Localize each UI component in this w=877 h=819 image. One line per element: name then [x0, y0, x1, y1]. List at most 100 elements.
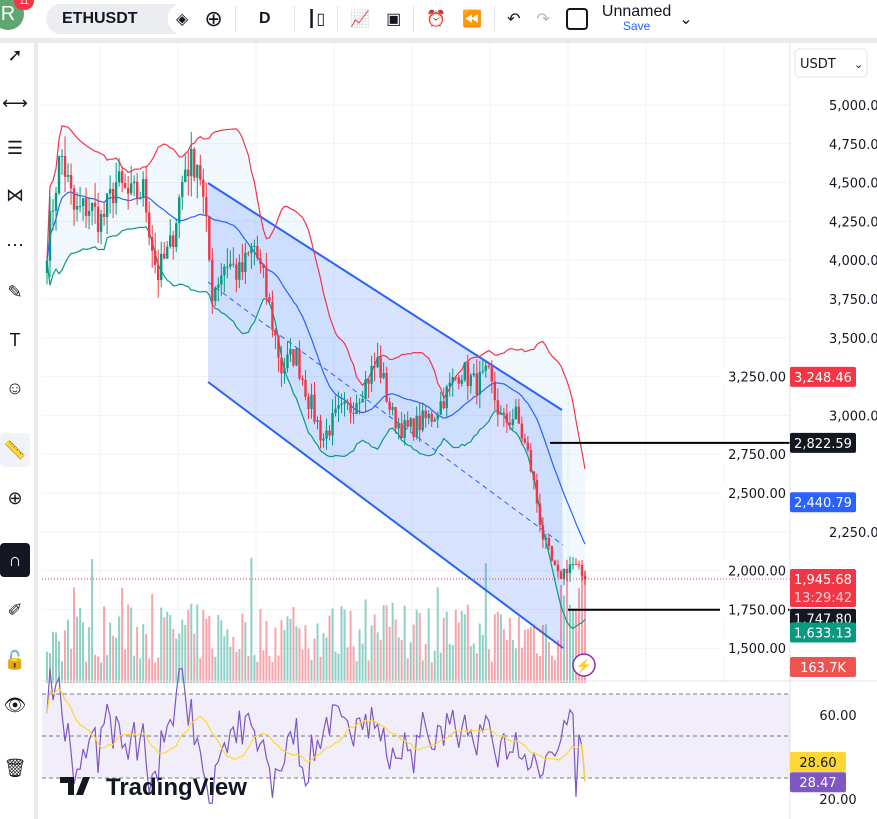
volume-bar — [361, 643, 364, 683]
trash-icon[interactable]: 🗑 — [3, 757, 27, 778]
volume-bar — [115, 637, 118, 683]
divider — [413, 6, 415, 32]
brush-icon[interactable]: ✎ — [7, 281, 23, 302]
rsi-value-label: 28.47 — [799, 776, 836, 791]
candle — [196, 164, 199, 178]
redo-icon[interactable]: ↷ — [536, 11, 550, 28]
candle — [208, 216, 211, 260]
label-text: 1,633.13 — [794, 627, 852, 642]
tradingview-logo: TradingView — [60, 774, 247, 801]
price-tick-bg — [720, 484, 788, 501]
volume-bar — [64, 630, 67, 683]
eye-icon[interactable]: 👁 — [3, 694, 27, 715]
lightning-icon-glyph: ⚡ — [576, 658, 592, 674]
undo-icon[interactable]: ↶ — [507, 11, 521, 28]
replay-icon[interactable]: ⏪ — [462, 11, 483, 28]
candle — [132, 181, 136, 184]
label-bg — [790, 492, 856, 513]
alert-icon[interactable]: ⏰ — [426, 11, 447, 28]
candle — [526, 442, 530, 450]
candle — [517, 406, 521, 424]
candle — [45, 260, 49, 273]
volume-bar — [166, 611, 169, 683]
volume-bar — [502, 629, 505, 683]
candle — [544, 537, 548, 540]
interval-button[interactable]: D — [258, 10, 271, 27]
zoom-in-icon[interactable]: ⊕ — [7, 487, 23, 508]
candle — [81, 198, 85, 207]
fib-icon[interactable]: ⋯ — [6, 234, 24, 255]
fullscreen-icon[interactable] — [558, 4, 596, 34]
volume-bar — [274, 627, 277, 683]
candles-icon[interactable]: ┃▯ — [306, 11, 326, 28]
label-text: 3,248.46 — [794, 371, 852, 386]
text-icon[interactable]: T — [9, 329, 21, 350]
volume-bar — [547, 642, 550, 683]
volume-bar — [136, 626, 139, 683]
add-symbol-icon[interactable]: ⊕ — [204, 6, 223, 31]
horizontal-lines-icon[interactable]: ☰ — [6, 137, 24, 158]
candle — [268, 297, 271, 302]
trend-line-icon[interactable]: ⟷ — [2, 92, 28, 113]
volume-bar — [301, 649, 304, 683]
volume-bar — [118, 616, 121, 683]
volume-bar — [541, 624, 544, 683]
candle — [361, 399, 364, 403]
label-bg — [790, 366, 856, 387]
candle — [328, 430, 331, 436]
volume-bar — [148, 658, 151, 683]
candle — [298, 348, 301, 379]
candle — [445, 386, 448, 409]
currency-select[interactable]: USDT ⌄ — [794, 48, 868, 78]
volume-bar — [121, 588, 124, 683]
volume-bar — [379, 639, 382, 683]
price-chart[interactable]: ⚡ 5,000.00 4,750.00 4,500.00 4,250.00 4,000.0… — [42, 43, 877, 819]
volume-bar — [283, 630, 286, 683]
ruler-icon[interactable]: 📏 — [0, 433, 30, 467]
magnet-icon[interactable]: ∩ — [0, 543, 30, 577]
candle — [247, 252, 250, 254]
volume-bar — [388, 626, 391, 683]
symbol-search-button[interactable]: ETHUSDT — [46, 4, 176, 34]
volume-bar — [526, 628, 529, 683]
cursor-icon[interactable]: ➚ — [7, 44, 23, 65]
candle — [463, 362, 466, 380]
candle — [421, 410, 424, 431]
candle — [277, 335, 280, 358]
candle — [117, 171, 121, 183]
layout-name-button[interactable]: Unnamed Save — [602, 4, 671, 34]
layouts-icon[interactable]: ▣ — [386, 11, 402, 28]
candle — [565, 568, 569, 574]
lock-icon[interactable]: 🔓 — [3, 649, 27, 670]
volume-bar — [442, 617, 445, 683]
candle — [172, 235, 175, 248]
emoji-icon[interactable]: ☺ — [5, 377, 25, 398]
gem-icon[interactable]: ◈ — [168, 4, 197, 34]
avatar-letter: R — [0, 2, 16, 25]
candle — [481, 370, 485, 372]
volume-bar — [565, 572, 568, 683]
volume-bar — [478, 623, 481, 683]
volume-bar — [370, 625, 373, 683]
price-tick: 3,750.00 — [829, 293, 877, 308]
chevron-down-icon[interactable]: ⌄ — [679, 11, 693, 28]
volume-bar — [460, 610, 463, 683]
volume-bar — [76, 616, 79, 683]
price-tick: 3,500.00 — [829, 332, 877, 347]
volume-bar — [556, 640, 559, 683]
volume-bar — [466, 604, 469, 683]
candle — [550, 546, 554, 561]
indicators-icon[interactable]: 📈 — [350, 11, 371, 28]
lock-drawing-icon[interactable]: ✐ — [7, 599, 23, 620]
rsi-ma-line — [46, 687, 586, 781]
volume-bar — [346, 647, 349, 683]
volume-bar — [331, 608, 334, 683]
save-button[interactable]: Save — [622, 19, 651, 33]
volume-bar — [355, 661, 358, 683]
divider — [494, 6, 496, 32]
candle — [376, 357, 379, 368]
volume-bar — [208, 615, 211, 683]
volume-bar — [418, 612, 421, 683]
volume-bar — [469, 645, 472, 683]
pattern-icon[interactable]: ⋈ — [6, 184, 24, 205]
